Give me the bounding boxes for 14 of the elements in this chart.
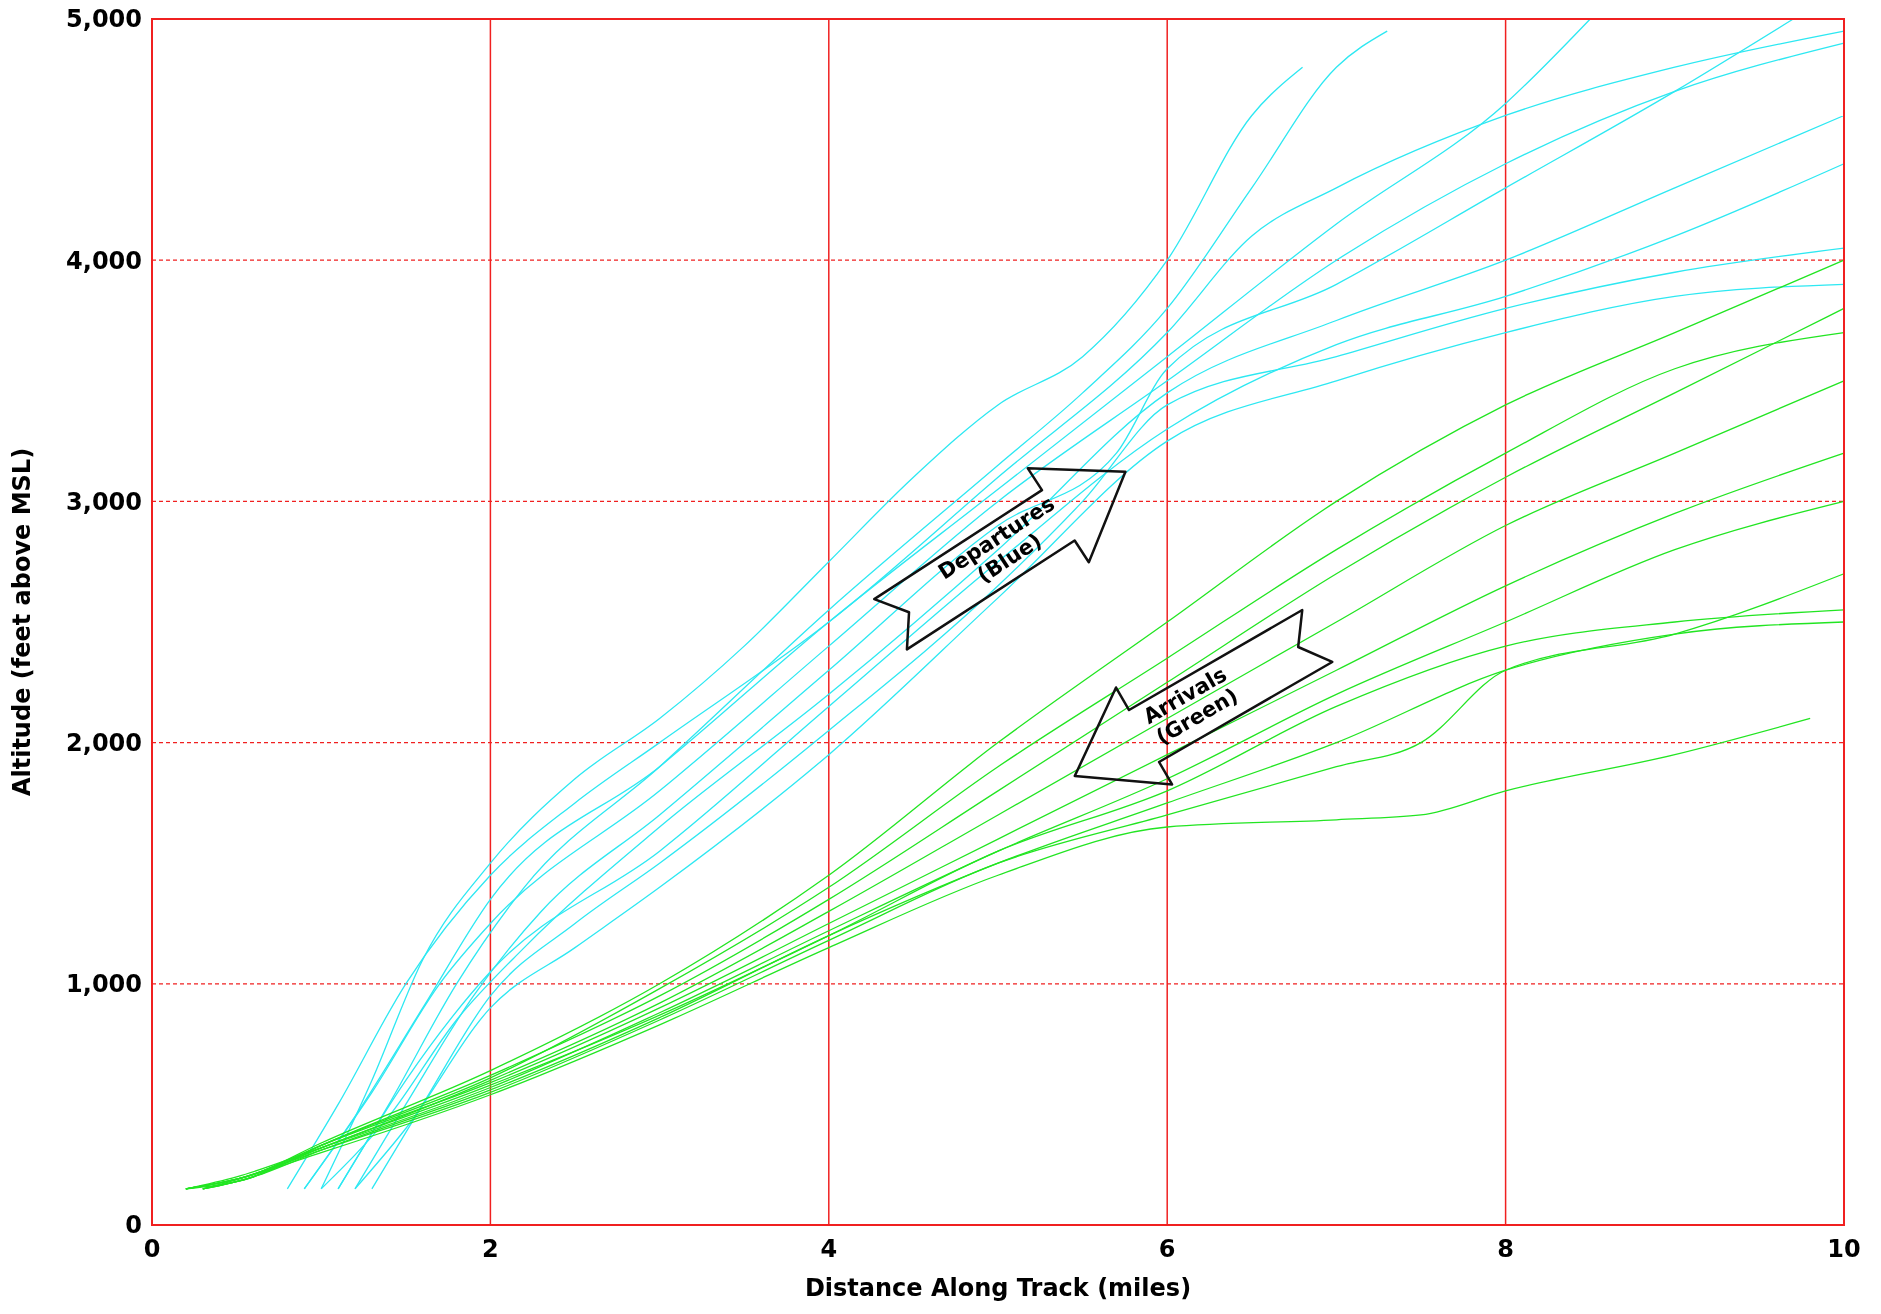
x-tick-label: 0	[143, 1235, 161, 1263]
x-tick-label: 2	[482, 1235, 499, 1263]
y-tick-label: 4,000	[66, 246, 142, 275]
y-tick-label: 5,000	[66, 5, 142, 34]
y-tick-label: 3,000	[66, 487, 142, 516]
y-axis-title: Altitude (feet above MSL)	[8, 447, 36, 797]
y-tick-label: 1,000	[66, 970, 142, 999]
x-axis-title: Distance Along Track (miles)	[804, 1274, 1192, 1302]
x-tick-label: 4	[820, 1235, 838, 1263]
x-tick-label: 10	[1827, 1235, 1861, 1263]
y-tick-label: 0	[125, 1211, 142, 1240]
x-tick-label: 6	[1158, 1235, 1176, 1263]
y-tick-label: 2,000	[66, 729, 142, 757]
x-tick-label: 8	[1497, 1235, 1514, 1263]
